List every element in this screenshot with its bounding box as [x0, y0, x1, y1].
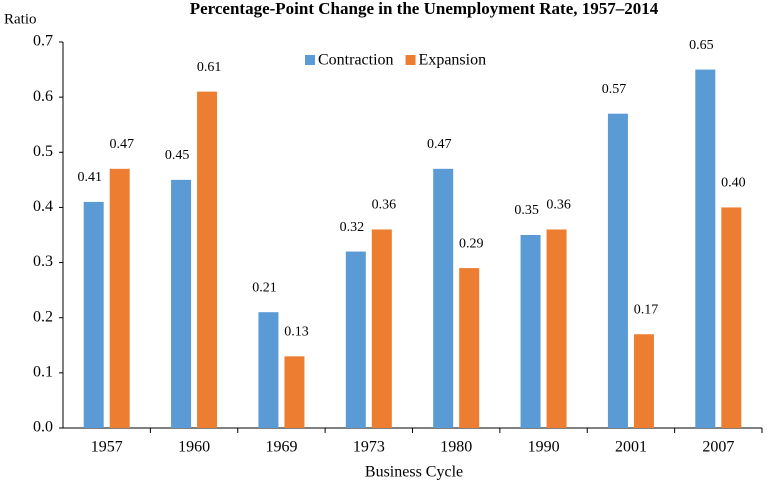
bar [546, 229, 567, 428]
legend-label: Expansion [419, 52, 487, 69]
y-tick-label: 0.0 [33, 419, 53, 436]
legend-label: Contraction [318, 52, 394, 69]
data-label: 0.35 [514, 203, 539, 218]
legend-swatch [305, 55, 315, 65]
data-label: 0.17 [634, 302, 659, 317]
data-label: 0.36 [372, 198, 397, 213]
data-label: 0.21 [252, 280, 277, 295]
x-tick-label: 1957 [91, 439, 123, 456]
bar [345, 251, 366, 428]
data-label: 0.13 [284, 325, 309, 340]
bar [633, 334, 654, 428]
bar [171, 179, 192, 428]
bar [284, 356, 305, 428]
chart-title: Percentage-Point Change in the Unemploym… [190, 0, 659, 18]
data-label: 0.47 [427, 137, 452, 152]
bar [520, 235, 541, 428]
legend-swatch [405, 55, 416, 65]
x-tick-label: 1960 [178, 439, 210, 456]
bar [459, 268, 480, 428]
bar [695, 69, 716, 429]
bar [433, 168, 454, 429]
bar [83, 201, 104, 428]
data-label: 0.36 [546, 198, 571, 213]
y-tick-label: 0.5 [33, 143, 53, 160]
data-label: 0.57 [602, 82, 627, 97]
y-tick-label: 0.3 [33, 253, 53, 270]
x-axis-label: Business Cycle [365, 464, 463, 481]
x-tick-label: 1980 [440, 439, 472, 456]
y-tick-label: 0.1 [33, 364, 53, 381]
data-label: 0.47 [109, 137, 134, 152]
x-tick-label: 1973 [353, 439, 385, 456]
bar [197, 91, 218, 428]
y-tick-label: 0.2 [33, 308, 53, 325]
x-tick-label: 1990 [528, 439, 560, 456]
y-axis-label: Ratio [4, 11, 37, 27]
y-tick-label: 0.4 [33, 198, 53, 215]
bar [109, 168, 130, 429]
x-tick-label: 2001 [615, 439, 647, 456]
data-label: 0.65 [689, 38, 714, 53]
data-label: 0.41 [77, 170, 102, 185]
y-tick-label: 0.6 [33, 88, 53, 105]
data-label: 0.32 [340, 220, 365, 235]
bar [607, 113, 628, 428]
x-tick-label: 1969 [265, 439, 297, 456]
y-tick-label: 0.7 [33, 33, 53, 50]
bar [258, 312, 279, 428]
bar [371, 229, 392, 428]
data-label: 0.61 [197, 60, 222, 75]
data-label: 0.29 [459, 236, 484, 251]
bar [721, 207, 742, 428]
data-label: 0.40 [721, 176, 746, 191]
data-label: 0.45 [165, 148, 190, 163]
x-tick-label: 2007 [702, 439, 734, 456]
